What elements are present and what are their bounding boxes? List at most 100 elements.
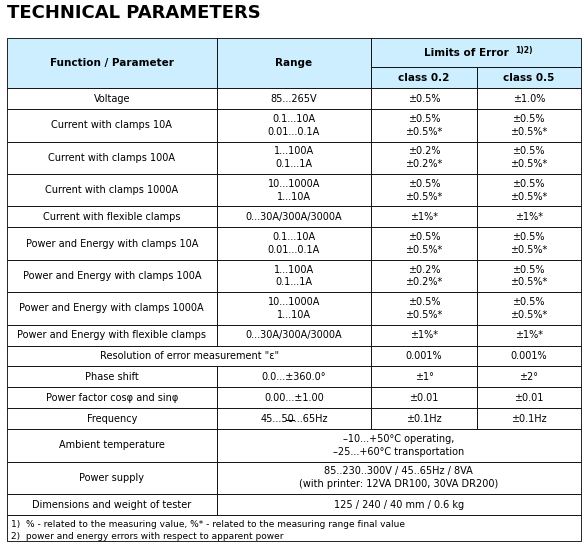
Text: Current with clamps 10A: Current with clamps 10A — [52, 120, 172, 130]
Text: Frequency: Frequency — [87, 414, 137, 424]
Text: ±0.1Hz: ±0.1Hz — [406, 414, 442, 424]
Text: 1)2): 1)2) — [516, 46, 533, 55]
Text: 45...50...65Hz: 45...50...65Hz — [260, 414, 328, 424]
Text: ±1°: ±1° — [414, 372, 434, 382]
Bar — [7, 408, 216, 429]
Bar — [7, 260, 216, 292]
Bar — [476, 227, 581, 260]
Bar — [476, 408, 581, 429]
Bar — [216, 142, 372, 174]
Bar — [372, 174, 476, 207]
Bar — [476, 174, 581, 207]
Bar — [372, 67, 476, 88]
Bar — [7, 346, 372, 366]
Bar — [7, 515, 581, 541]
Bar — [372, 109, 476, 142]
Text: Power and Energy with flexible clamps: Power and Energy with flexible clamps — [17, 330, 206, 340]
Text: Power and Energy with clamps 100A: Power and Energy with clamps 100A — [22, 271, 201, 281]
Bar — [372, 325, 476, 346]
Text: Current with flexible clamps: Current with flexible clamps — [43, 212, 180, 222]
Bar — [216, 227, 372, 260]
Text: 0.00...±1.00: 0.00...±1.00 — [264, 393, 324, 403]
Bar — [372, 346, 476, 366]
Bar — [7, 38, 216, 88]
Text: Range: Range — [275, 58, 312, 68]
Text: Power and Energy with clamps 10A: Power and Energy with clamps 10A — [26, 239, 198, 249]
Text: Power factor cosφ and sinφ: Power factor cosφ and sinφ — [46, 393, 178, 403]
Bar — [476, 109, 581, 142]
Bar — [216, 387, 372, 408]
Text: 0.001%: 0.001% — [510, 351, 547, 361]
Text: ±1%*: ±1%* — [515, 212, 543, 222]
Text: ±0.5%
±0.5%*: ±0.5% ±0.5%* — [510, 232, 547, 255]
Text: ±0.5%
±0.5%*: ±0.5% ±0.5%* — [406, 297, 442, 320]
Text: 10...1000A
1...10A: 10...1000A 1...10A — [268, 179, 320, 202]
Text: ±0.01: ±0.01 — [514, 393, 543, 403]
Bar — [476, 292, 581, 325]
Bar — [7, 142, 216, 174]
Bar — [7, 109, 216, 142]
Text: ±0.5%
±0.5%*: ±0.5% ±0.5%* — [406, 114, 442, 137]
Bar — [7, 462, 216, 494]
Text: Dimensions and weight of tester: Dimensions and weight of tester — [32, 500, 192, 510]
Text: ±1%*: ±1%* — [410, 212, 438, 222]
Bar — [7, 207, 216, 227]
Text: 0.001%: 0.001% — [406, 351, 442, 361]
Bar — [7, 494, 216, 515]
Bar — [216, 408, 372, 429]
Text: ±1%*: ±1%* — [410, 330, 438, 340]
Bar — [216, 38, 372, 88]
Bar — [476, 207, 581, 227]
Bar — [216, 462, 581, 494]
Text: Current with clamps 1000A: Current with clamps 1000A — [45, 185, 178, 195]
Text: 125 / 240 / 40 mm / 0.6 kg: 125 / 240 / 40 mm / 0.6 kg — [333, 500, 464, 510]
Bar — [372, 227, 476, 260]
Bar — [476, 67, 581, 88]
Text: ±0.5%: ±0.5% — [408, 94, 440, 104]
Bar — [216, 207, 372, 227]
Bar — [7, 88, 216, 109]
Bar — [7, 174, 216, 207]
Text: ±0.1Hz: ±0.1Hz — [511, 414, 547, 424]
Text: Power supply: Power supply — [79, 473, 144, 483]
Bar — [372, 292, 476, 325]
Text: ±1%*: ±1%* — [515, 330, 543, 340]
Text: ±0.5%
±0.5%*: ±0.5% ±0.5%* — [510, 147, 547, 169]
Bar — [372, 38, 581, 67]
Bar — [476, 142, 581, 174]
Text: ±0.01: ±0.01 — [410, 393, 439, 403]
Bar — [476, 366, 581, 387]
Bar — [216, 366, 372, 387]
Text: Function / Parameter: Function / Parameter — [50, 58, 173, 68]
Bar — [216, 88, 372, 109]
Bar — [476, 325, 581, 346]
Bar — [216, 494, 581, 515]
Text: Voltage: Voltage — [94, 94, 130, 104]
Text: Power and Energy with clamps 1000A: Power and Energy with clamps 1000A — [19, 304, 204, 313]
Bar — [216, 260, 372, 292]
Text: ±0.5%
±0.5%*: ±0.5% ±0.5%* — [406, 232, 442, 255]
Bar — [216, 109, 372, 142]
Text: ±1.0%: ±1.0% — [513, 94, 545, 104]
Text: –10...+50°C operating,
–25...+60°C transportation: –10...+50°C operating, –25...+60°C trans… — [333, 434, 464, 457]
Bar — [476, 88, 581, 109]
Bar — [476, 387, 581, 408]
Text: 0.1...10A
0.01...0.1A: 0.1...10A 0.01...0.1A — [268, 232, 320, 255]
Bar — [216, 325, 372, 346]
Bar — [476, 346, 581, 366]
Bar — [216, 429, 581, 462]
Text: ±0.2%
±0.2%*: ±0.2% ±0.2%* — [406, 264, 442, 287]
Text: 0.1...10A
0.01...0.1A: 0.1...10A 0.01...0.1A — [268, 114, 320, 137]
Text: ±0.5%
±0.5%*: ±0.5% ±0.5%* — [510, 264, 547, 287]
Text: 85...265V: 85...265V — [271, 94, 317, 104]
Bar — [7, 227, 216, 260]
Text: 2)  power and energy errors with respect to apparent power: 2) power and energy errors with respect … — [11, 532, 284, 542]
Text: 1...100A
0.1...1A: 1...100A 0.1...1A — [274, 147, 314, 169]
Text: 1...100A
0.1...1A: 1...100A 0.1...1A — [274, 264, 314, 287]
Text: Ambient temperature: Ambient temperature — [59, 440, 165, 450]
Text: 85..230..300V / 45..65Hz / 8VA
(with printer: 12VA DR100, 30VA DR200): 85..230..300V / 45..65Hz / 8VA (with pri… — [299, 467, 498, 489]
Bar — [372, 207, 476, 227]
Text: ±0.5%
±0.5%*: ±0.5% ±0.5%* — [406, 179, 442, 202]
Bar — [372, 387, 476, 408]
Text: ±2°: ±2° — [519, 372, 539, 382]
